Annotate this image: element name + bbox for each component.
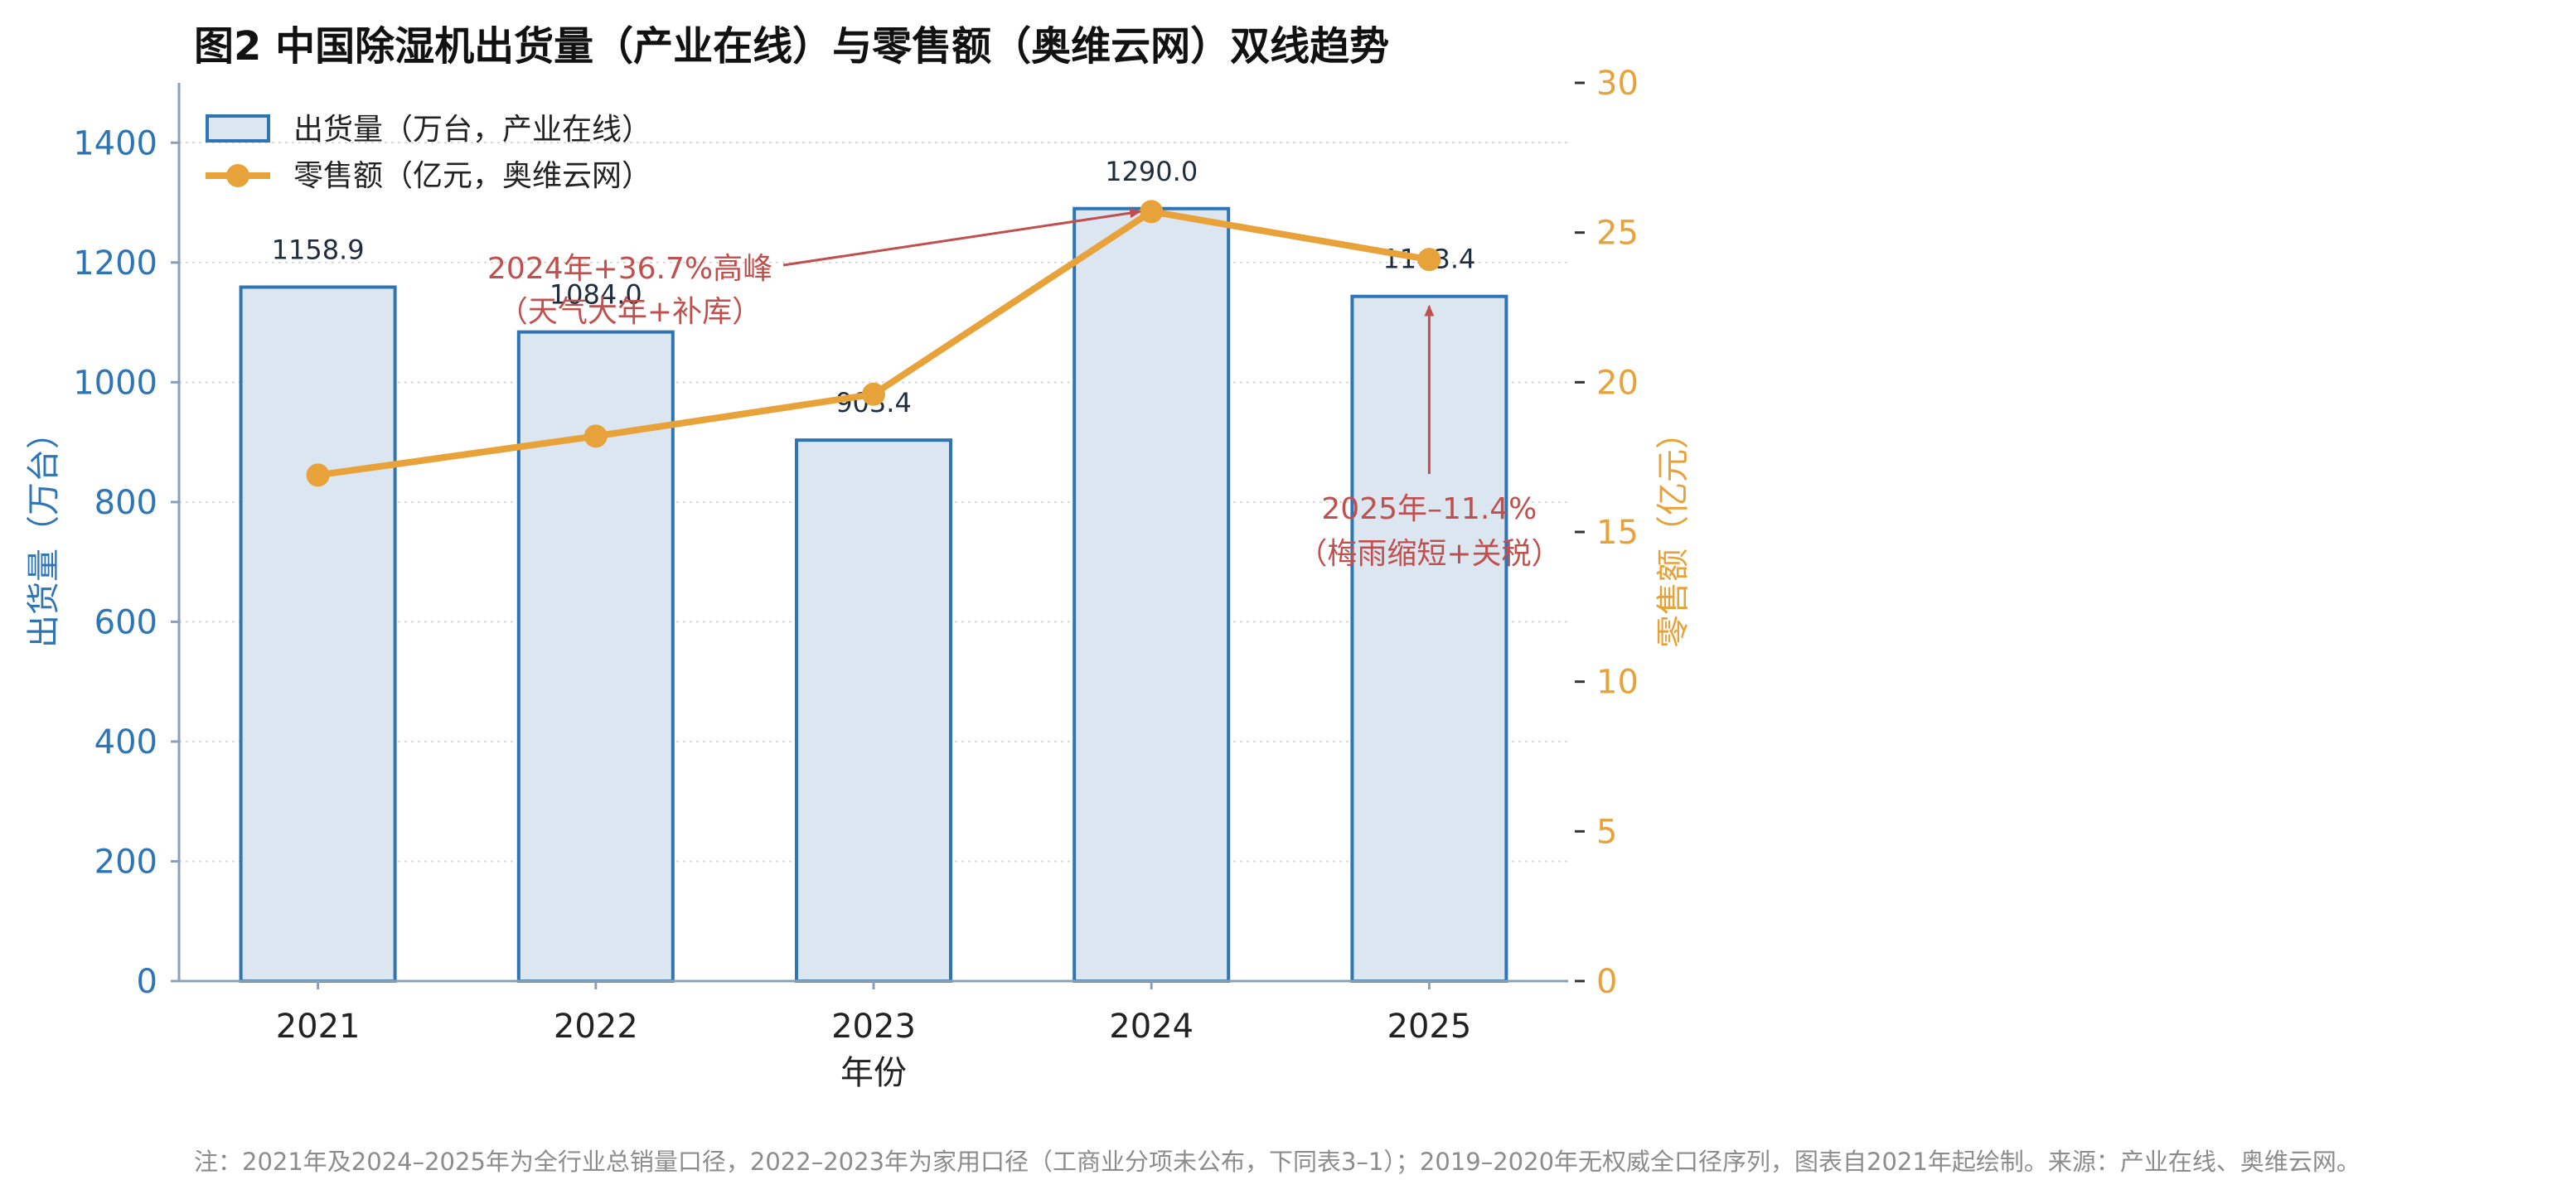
- right-tick-label: 20: [1596, 364, 1639, 402]
- right-tick-label: 30: [1596, 65, 1639, 103]
- x-tick-label: 2023: [831, 1008, 916, 1046]
- annotation-2025-line1: 2025年–11.4%: [1321, 492, 1537, 526]
- left-tick-label: 1400: [73, 124, 157, 162]
- line-point: [583, 424, 608, 448]
- bar-series: [239, 206, 1508, 983]
- right-tick-label: 10: [1596, 664, 1639, 702]
- left-tick-label: 1200: [73, 244, 157, 283]
- right-tick-label: 5: [1596, 813, 1617, 851]
- x-tick-label: 2025: [1387, 1008, 1472, 1046]
- chart-title: 图2 中国除湿机出货量（产业在线）与零售额（奥维云网）双线趋势: [194, 23, 1389, 70]
- bar: [1073, 206, 1231, 983]
- left-tick-label: 0: [137, 963, 157, 1001]
- annotation-2024-line2: （天气大年+补库）: [498, 295, 762, 329]
- line-point: [306, 463, 330, 487]
- legend-swatch-bar: [206, 114, 270, 143]
- footnote: 注：2021年及2024–2025年为全行业总销量口径，2022–2023年为家…: [194, 1148, 2361, 1176]
- annotation-2025-line2: （梅雨缩短+关税）: [1297, 537, 1561, 571]
- legend-swatch-marker: [226, 164, 249, 187]
- x-axis-title: 年份: [840, 1054, 907, 1092]
- left-tick-label: 600: [94, 603, 157, 641]
- bar-value-label: 1290.0: [1105, 156, 1198, 187]
- left-tick-label: 800: [94, 484, 157, 522]
- line-point: [1417, 248, 1441, 272]
- annotation-2024-arrow: [782, 208, 1142, 267]
- bar-value-label: 1084.0: [550, 279, 642, 311]
- annotation-2024-line1: 2024年+36.7%高峰: [487, 252, 772, 286]
- bar-value-label: 1158.9: [272, 234, 365, 266]
- axes: 0200400600800100012001400051015202530202…: [25, 65, 1692, 1092]
- legend-label-line: 零售额（亿元，奥维云网）: [293, 159, 651, 193]
- right-tick-label: 0: [1596, 963, 1617, 1001]
- x-tick-label: 2022: [554, 1008, 638, 1046]
- annotations: 2024年+36.7%高峰 （天气大年+补库） 2025年–11.4% （梅雨缩短+关…: [487, 208, 1561, 571]
- x-tick-label: 2021: [276, 1008, 361, 1046]
- x-tick-label: 2024: [1109, 1008, 1194, 1046]
- line-point: [862, 382, 885, 406]
- legend: 出货量（万台，产业在线） 零售额（亿元，奥维云网）: [206, 113, 651, 193]
- left-tick-label: 400: [94, 723, 157, 761]
- left-tick-label: 200: [94, 843, 157, 881]
- bar: [795, 438, 952, 983]
- left-tick-label: 1000: [73, 364, 157, 402]
- bar: [239, 285, 397, 983]
- legend-label-bar: 出货量（万台，产业在线）: [293, 113, 651, 147]
- right-axis-title: 零售额（亿元）: [1654, 416, 1692, 648]
- right-tick-label: 25: [1596, 215, 1639, 253]
- line-point: [1140, 200, 1164, 224]
- line-series: [306, 200, 1441, 487]
- right-tick-label: 15: [1596, 514, 1639, 552]
- left-axis-title: 出货量（万台）: [25, 416, 63, 648]
